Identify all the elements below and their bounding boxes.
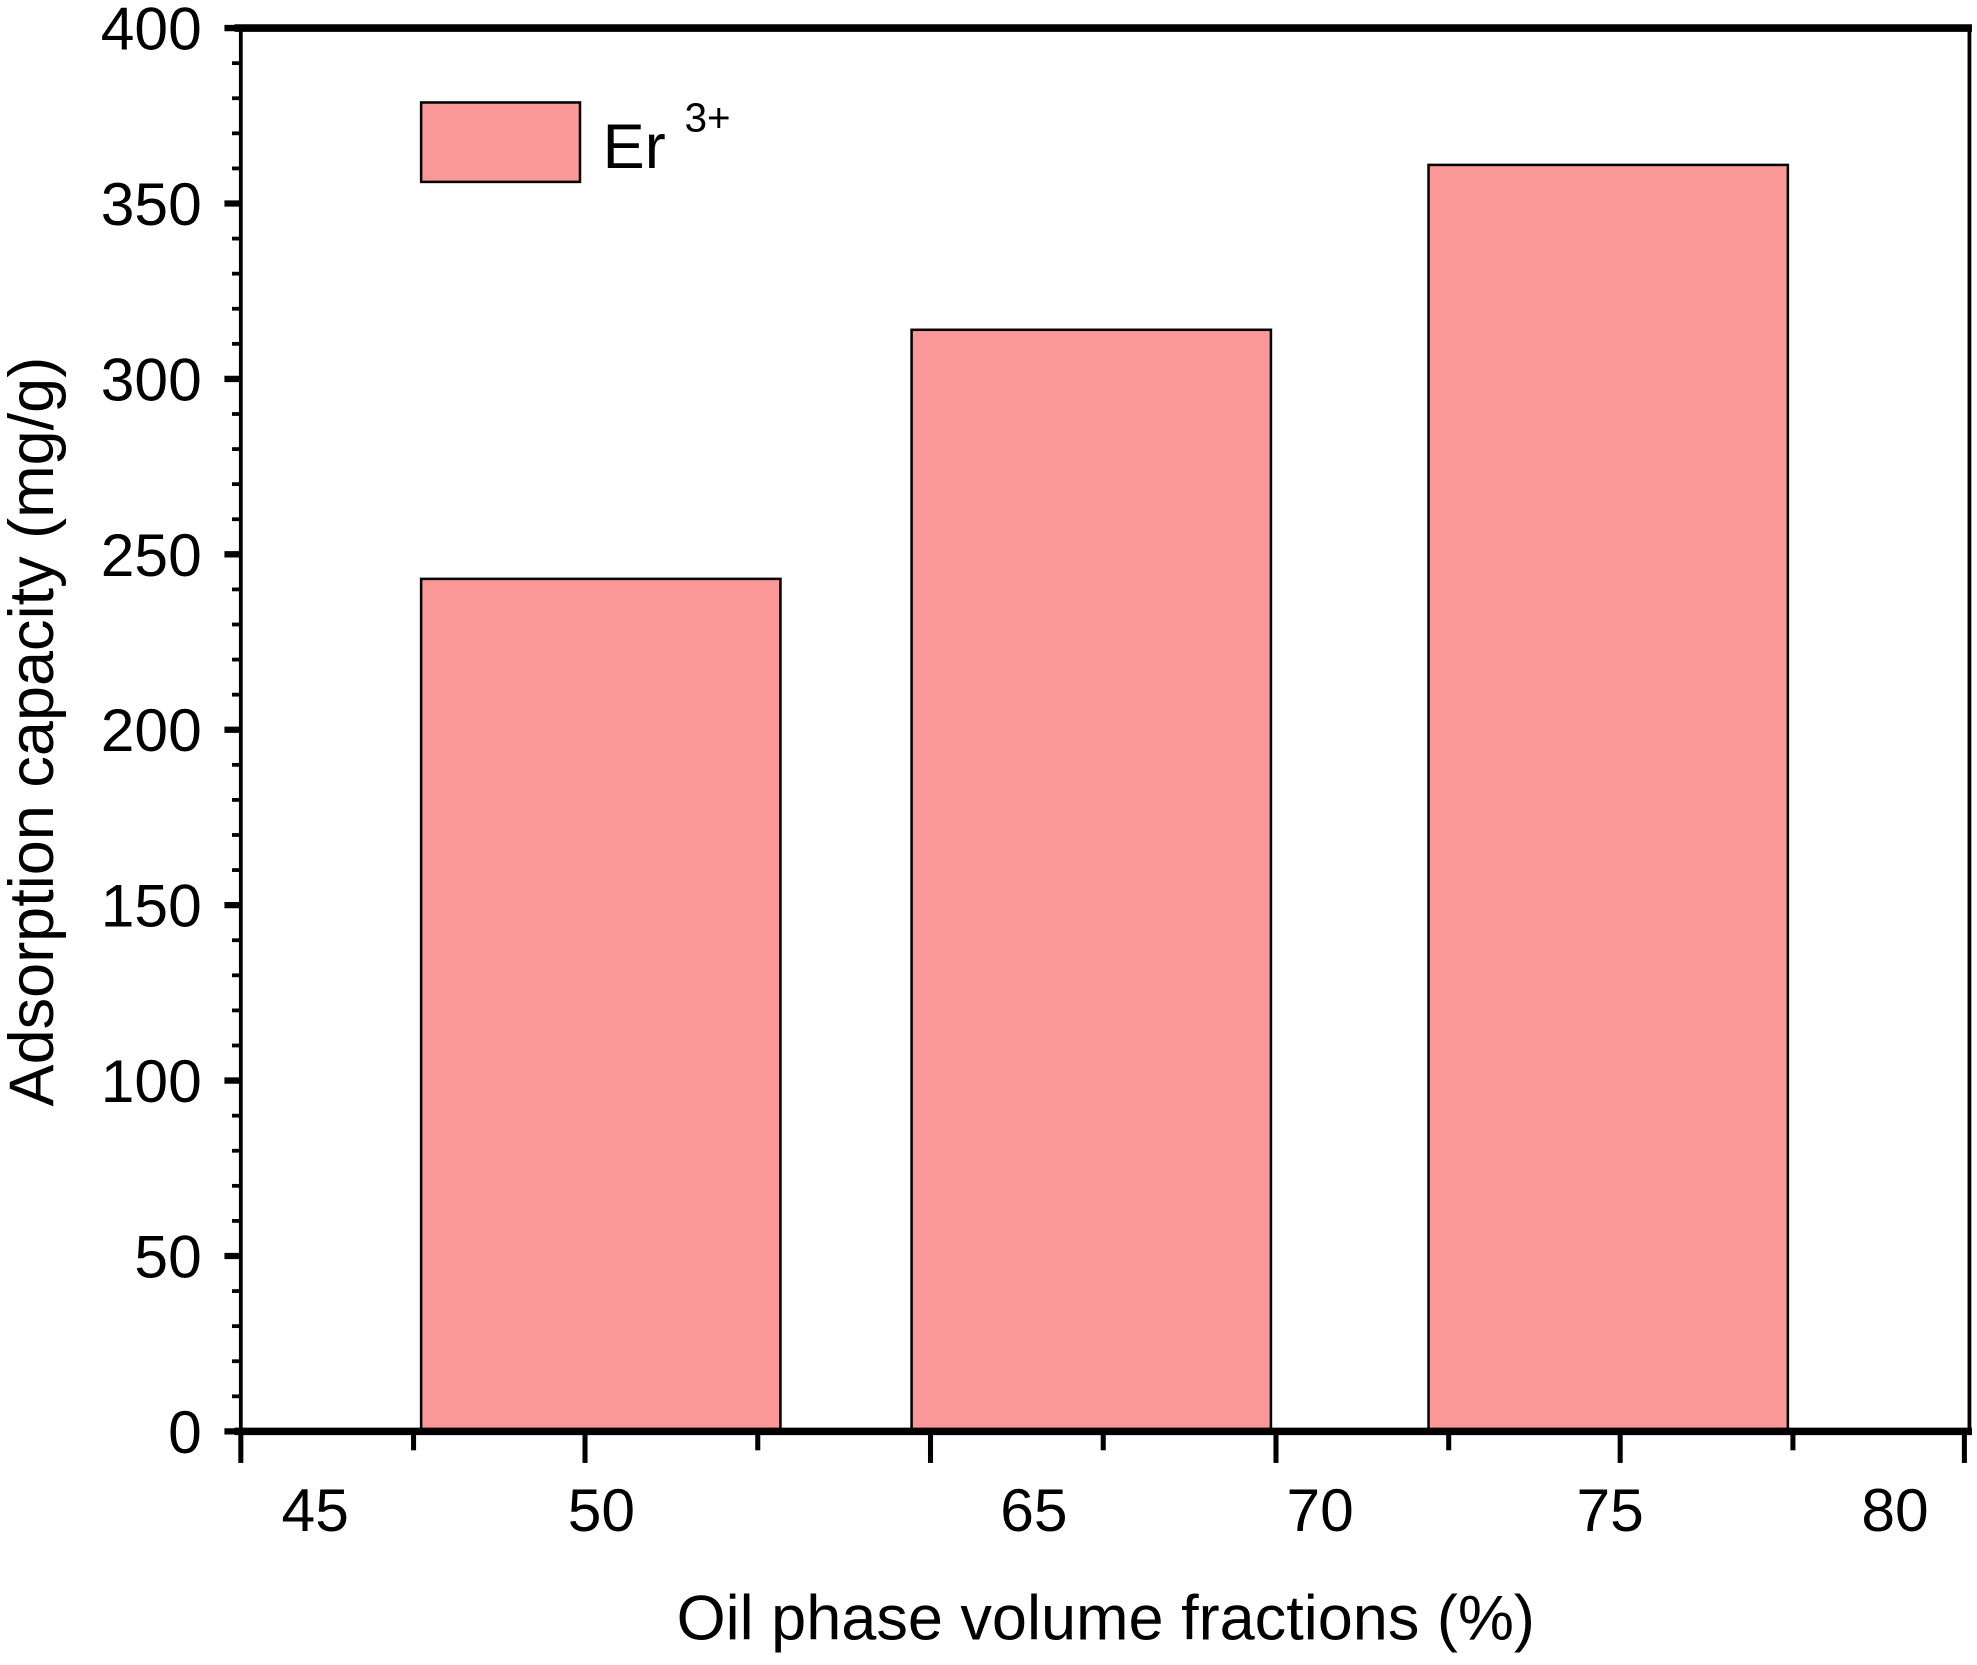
legend-label-superscript: 3+ — [685, 94, 731, 140]
y-tick-label: 150 — [101, 872, 202, 940]
x-axis-label: Oil phase volume fractions (%) — [677, 1583, 1535, 1653]
bar-50 — [419, 577, 782, 1433]
y-tick-label: 200 — [101, 696, 202, 764]
y-tick-label: 250 — [101, 521, 202, 589]
legend: Er 3+ — [419, 94, 731, 184]
y-tick-label: 300 — [101, 345, 202, 413]
x-tick-label: 65 — [1000, 1476, 1067, 1544]
x-tick-label: 80 — [1861, 1476, 1928, 1544]
bar-65 — [910, 328, 1273, 1433]
x-tick-label: 70 — [1286, 1476, 1353, 1544]
y-tick-label: 0 — [168, 1398, 202, 1466]
y-tick-label: 100 — [101, 1047, 202, 1115]
y-tick-label: 50 — [134, 1222, 201, 1290]
x-tick-label: 50 — [568, 1476, 635, 1544]
legend-swatch — [419, 101, 582, 184]
y-tick-label: 400 — [101, 0, 202, 63]
x-tick-label: 45 — [282, 1476, 349, 1544]
bar-75 — [1427, 163, 1790, 1433]
y-axis-label: Adsorption capacity (mg/g) — [0, 357, 67, 1107]
legend-label: Er — [603, 112, 666, 182]
x-tick-label: 75 — [1576, 1476, 1643, 1544]
y-tick-label: 350 — [101, 170, 202, 238]
